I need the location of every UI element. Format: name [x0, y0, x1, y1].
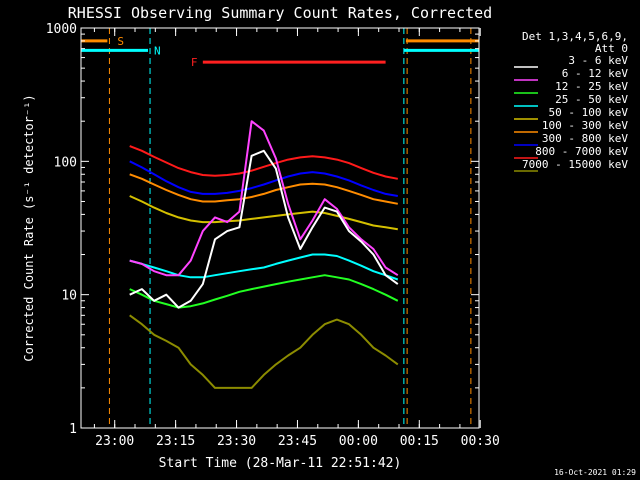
legend-entry-4: 50 - 100 keV — [549, 106, 629, 119]
x-tick-label-1: 23:15 — [156, 434, 195, 449]
x-tick-label-6: 00:30 — [461, 434, 500, 449]
series-line-1 — [129, 120, 399, 277]
series-line-5 — [129, 173, 398, 205]
legend-header-1: Att 0 — [595, 42, 628, 55]
x-tick-label-4: 00:00 — [339, 434, 378, 449]
legend-entry-0: 3 - 6 keV — [568, 54, 628, 67]
series-line-8 — [129, 314, 399, 389]
axes-frame — [80, 27, 480, 429]
flag-label-s: S — [117, 35, 124, 48]
x-tick-label-3: 23:45 — [278, 434, 317, 449]
legend-entry-5: 100 - 300 keV — [542, 119, 628, 132]
flag-label-f: F — [191, 56, 198, 69]
flag-label-n: N — [154, 44, 161, 57]
generation-timestamp: 16-Oct-2021 01:29 — [554, 468, 636, 477]
legend-entry-2: 12 - 25 keV — [555, 80, 628, 93]
series-line-6 — [129, 160, 398, 197]
legend-header-0: Det 1,3,4,5,6,9, — [522, 30, 628, 43]
series-line-4 — [129, 195, 398, 231]
legend-entry-6: 300 - 800 keV — [542, 132, 628, 145]
y-tick-label-3: 1000 — [46, 22, 77, 37]
x-tick-label-2: 23:30 — [217, 434, 256, 449]
plot-area: S N F 1 10 100 1000 23:00 23:15 23:30 23:45 00:00 00… — [46, 22, 500, 449]
x-tick-label-0: 23:00 — [95, 434, 134, 449]
legend-entry-3: 25 - 50 keV — [555, 93, 628, 106]
series-line-7 — [129, 145, 398, 180]
x-axis-label: Start Time (28-Mar-11 22:51:42) — [159, 456, 402, 471]
legend-entry-8: 7000 - 15000 keV — [522, 158, 628, 171]
y-tick-label-2: 100 — [54, 155, 77, 170]
y-tick-label-1: 10 — [61, 289, 77, 304]
x-tick-label-5: 00:15 — [400, 434, 439, 449]
legend-entry-1: 6 - 12 keV — [562, 67, 629, 80]
legend-entry-7: 800 - 7000 keV — [535, 145, 628, 158]
y-tick-label-0: 1 — [69, 422, 77, 437]
series-line-2 — [129, 274, 399, 309]
chart-title: RHESSI Observing Summary Count Rates, Co… — [68, 4, 492, 22]
series-line-3 — [129, 253, 399, 281]
y-axis-label: Corrected Count Rate (s⁻¹ detector⁻¹) — [22, 94, 36, 361]
series-line-0 — [129, 149, 399, 309]
